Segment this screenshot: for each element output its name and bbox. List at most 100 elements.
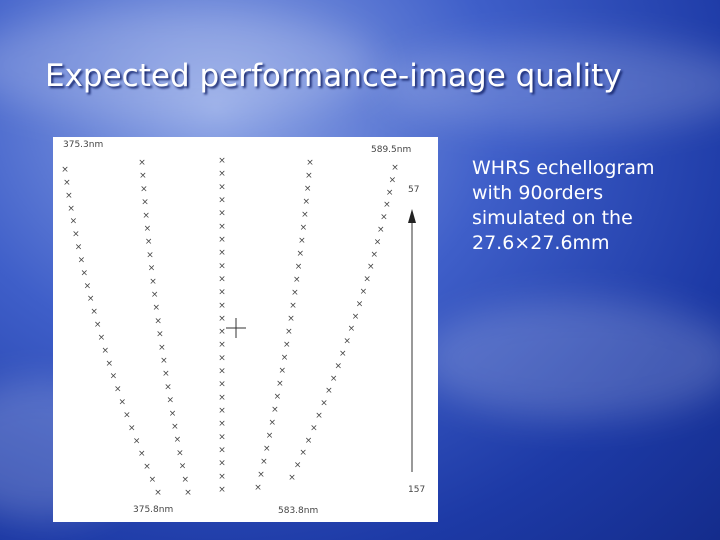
figure-label: 583.8nm [278, 506, 318, 516]
spot: × [87, 294, 95, 304]
spot: × [285, 327, 293, 337]
spot: × [75, 243, 83, 253]
spot: × [315, 411, 323, 421]
spot: × [299, 448, 307, 458]
spot: × [162, 369, 170, 379]
spot: × [298, 236, 306, 246]
spot: × [218, 261, 226, 271]
spot: × [377, 225, 385, 235]
spot: × [154, 488, 162, 498]
spot: × [301, 210, 309, 220]
caption-line: with 90orders [472, 182, 604, 204]
spot: × [81, 268, 89, 278]
caption-line: simulated on the [472, 207, 633, 229]
spot: × [287, 314, 295, 324]
spot: × [374, 237, 382, 247]
spot: × [218, 406, 226, 416]
spot: × [164, 382, 172, 392]
spot: × [144, 224, 152, 234]
spot: × [263, 444, 271, 454]
spot: × [274, 392, 282, 402]
spot: × [149, 475, 157, 485]
spot: × [218, 367, 226, 377]
spot: × [218, 195, 226, 205]
cloud [380, 40, 720, 130]
figure-label: 375.8nm [133, 505, 173, 515]
spot: × [330, 374, 338, 384]
echellogram: 375.3nm 589.5nm 375.8nm 583.8nm 57 157 ×… [53, 137, 438, 522]
cloud [420, 300, 720, 420]
spot: × [389, 175, 397, 185]
spot: × [356, 299, 364, 309]
spot: × [184, 488, 192, 498]
spot: × [218, 182, 226, 192]
spot: × [339, 349, 347, 359]
spot: × [352, 312, 360, 322]
spot: × [218, 248, 226, 258]
spot: × [289, 301, 297, 311]
spot: × [271, 405, 279, 415]
spot: × [67, 204, 75, 214]
spot: × [114, 385, 122, 395]
spot: × [218, 393, 226, 403]
caption: WHRS echellogram with 90orders simulated… [472, 156, 654, 256]
spot: × [218, 432, 226, 442]
spot: × [291, 288, 299, 298]
spot: × [174, 435, 182, 445]
spot: × [304, 184, 312, 194]
spot: × [106, 359, 114, 369]
spot: × [148, 264, 156, 274]
spot: × [61, 165, 69, 175]
spot: × [218, 472, 226, 482]
spot: × [294, 461, 302, 471]
spot: × [154, 316, 162, 326]
spot: × [320, 399, 328, 409]
spot: × [128, 423, 136, 433]
spot: × [110, 372, 118, 382]
slide-title: Expected performance-image quality [45, 58, 622, 94]
spot: × [325, 386, 333, 396]
spot: × [218, 222, 226, 232]
caption-line: 27.6×27.6mm [472, 232, 610, 254]
spot: × [383, 200, 391, 210]
spot: × [70, 217, 78, 227]
spot: × [295, 262, 303, 272]
spot: × [293, 275, 301, 285]
spot: × [218, 209, 226, 219]
spot: × [146, 250, 154, 260]
spot: × [63, 178, 71, 188]
spot: × [160, 356, 168, 366]
spot: × [360, 287, 368, 297]
spot: × [283, 340, 291, 350]
spot: × [268, 418, 276, 428]
cloud [0, 10, 380, 120]
spot: × [145, 237, 153, 247]
spot: × [101, 346, 109, 356]
spot: × [94, 320, 102, 330]
spot: × [303, 197, 311, 207]
spot: × [156, 330, 164, 340]
spot: × [133, 436, 141, 446]
spot: × [143, 462, 151, 472]
spot: × [119, 398, 127, 408]
spot: × [138, 449, 146, 459]
spot: × [218, 327, 226, 337]
figure-label: 375.3nm [63, 140, 103, 150]
spot: × [78, 255, 86, 265]
spot: × [281, 353, 289, 363]
spot: × [218, 169, 226, 179]
arrow-head [408, 209, 416, 223]
spot: × [367, 262, 375, 272]
spot: × [348, 324, 356, 334]
spot: × [363, 275, 371, 285]
spot: × [158, 343, 166, 353]
spot: × [218, 380, 226, 390]
spot: × [260, 457, 268, 467]
spot: × [151, 290, 159, 300]
figure-label: 589.5nm [371, 145, 411, 155]
spot: × [218, 485, 226, 495]
spot: × [218, 156, 226, 166]
spot: × [386, 188, 394, 198]
spot: × [276, 379, 284, 389]
